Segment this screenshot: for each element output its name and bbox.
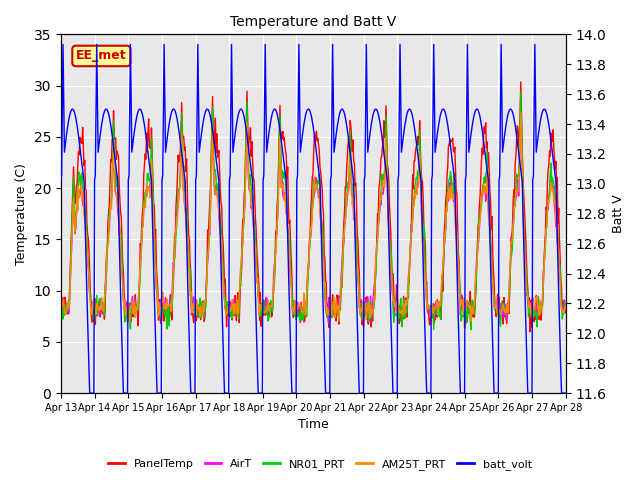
- Text: EE_met: EE_met: [76, 49, 127, 62]
- Y-axis label: Temperature (C): Temperature (C): [15, 163, 28, 264]
- Y-axis label: Batt V: Batt V: [612, 194, 625, 233]
- X-axis label: Time: Time: [298, 419, 329, 432]
- Legend: PanelTemp, AirT, NR01_PRT, AM25T_PRT, batt_volt: PanelTemp, AirT, NR01_PRT, AM25T_PRT, ba…: [104, 455, 536, 474]
- Title: Temperature and Batt V: Temperature and Batt V: [230, 15, 396, 29]
